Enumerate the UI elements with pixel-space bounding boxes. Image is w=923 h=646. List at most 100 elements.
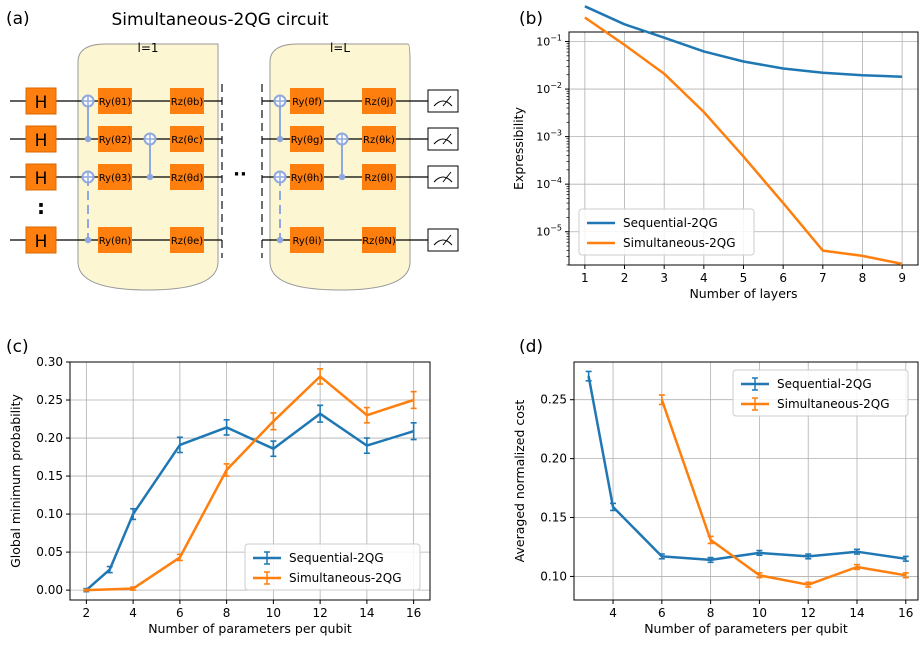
ry-gate: Ry(θ3) xyxy=(98,164,132,190)
x-tick-label: 14 xyxy=(359,606,374,620)
x-tick-label: 10 xyxy=(752,606,767,620)
rz-gate-label: Rz(θe) xyxy=(171,236,203,247)
hadamard-gate: H xyxy=(25,125,57,153)
ry-gate-label: Ry(θn) xyxy=(99,236,132,247)
series-line-simultaneous xyxy=(584,16,903,266)
measurement-meter-icon xyxy=(427,165,459,189)
measurement-meter-icon xyxy=(427,228,459,252)
legend-box xyxy=(578,208,755,256)
legend-label: Simultaneous-2QG xyxy=(623,236,736,250)
horizontal-ellipsis: ·· xyxy=(233,164,247,185)
x-tick-label: 6 xyxy=(176,606,184,620)
y-axis-label: Expressibility xyxy=(511,106,526,190)
layer-label-last: l=L xyxy=(330,41,350,55)
y-tick-label: 0.20 xyxy=(36,431,63,445)
legend-box xyxy=(732,369,909,417)
series-line-simultaneous xyxy=(86,375,414,592)
ry-gate: Ry(θ1) xyxy=(98,88,132,114)
x-tick-label: 2 xyxy=(83,606,91,620)
rz-gate: Rz(θb) xyxy=(170,88,204,114)
panel-label-a: (a) xyxy=(6,9,30,29)
averaged-cost-chart: 4 6 8 10 12 14 16 0.10 0.15 0.20 0.25 Number of par… xyxy=(512,361,919,636)
x-tick-label: 2 xyxy=(621,271,629,285)
x-axis-label: Number of layers xyxy=(689,286,797,301)
measurement-meter-icon xyxy=(427,127,459,151)
hadamard-gate: H xyxy=(25,226,57,254)
ry-gate: Ry(θ2) xyxy=(98,126,132,152)
ry-gate: Ry(θh) xyxy=(290,164,324,190)
y-tick-label: 0.00 xyxy=(36,583,63,597)
series-line-sequential xyxy=(584,5,903,78)
panel-label-d: (d) xyxy=(519,337,543,357)
x-tick-label: 1 xyxy=(581,271,589,285)
circuit-title: Simultaneous-2QG circuit xyxy=(111,10,328,30)
rz-gate: Rz(θN) xyxy=(362,227,396,253)
hadamard-label: H xyxy=(35,131,48,151)
x-tick-label: 4 xyxy=(700,271,708,285)
rz-gate-label: Rz(θl) xyxy=(365,173,394,184)
rz-gate-label: Rz(θd) xyxy=(171,173,204,184)
y-tick-label: 0.15 xyxy=(36,469,63,483)
y-axis-label: Global minimum probability xyxy=(8,393,23,567)
y-tick-label: 10−2 xyxy=(536,81,562,96)
hadamard-label: H xyxy=(35,169,48,189)
rz-gate: Rz(θl) xyxy=(362,164,396,190)
y-tick-label: 0.25 xyxy=(36,393,63,407)
y-tick-label: 10−1 xyxy=(536,34,562,49)
legend-label: Simultaneous-2QG xyxy=(777,397,890,411)
y-tick-label: 0.15 xyxy=(540,511,567,525)
legend-label: Sequential-2QG xyxy=(777,377,872,391)
x-tick-label: 16 xyxy=(898,606,913,620)
x-tick-label: 3 xyxy=(660,271,668,285)
x-tick-label: 8 xyxy=(223,606,231,620)
ry-gate: Ry(θf) xyxy=(290,88,324,114)
expressibility-chart: 1 2 3 4 5 6 7 8 9 10−5 10−4 10−3 10−2 10−1 Number of l… xyxy=(511,5,919,301)
x-tick-label: 6 xyxy=(658,606,666,620)
plot-frame xyxy=(573,361,919,601)
vertical-ellipsis: : xyxy=(37,195,45,219)
panel-label-c: (c) xyxy=(6,337,29,357)
rz-gate-label: Rz(θj) xyxy=(365,97,394,108)
rz-gate: Rz(θc) xyxy=(170,126,204,152)
y-axis-label: Averaged normalized cost xyxy=(512,400,527,563)
y-tick-label: 10−3 xyxy=(536,129,562,144)
x-tick-label: 12 xyxy=(312,606,327,620)
plot-frame xyxy=(69,361,431,601)
ry-gate-label: Ry(θi) xyxy=(292,236,321,247)
rz-gate-label: Rz(θc) xyxy=(171,135,203,146)
x-tick-label: 6 xyxy=(779,271,787,285)
rz-gate: Rz(θj) xyxy=(362,88,396,114)
ry-gate-label: Ry(θg) xyxy=(291,135,324,146)
x-axis-label: Number of parameters per qubit xyxy=(644,621,848,636)
y-tick-label: 0.10 xyxy=(36,507,63,521)
hadamard-label: H xyxy=(35,93,48,113)
legend-label: Simultaneous-2QG xyxy=(289,571,402,585)
hadamard-gate: H xyxy=(25,163,57,191)
rz-gate: Rz(θk) xyxy=(362,126,396,152)
ry-gate-label: Ry(θf) xyxy=(292,97,322,108)
rz-gate-label: Rz(θk) xyxy=(363,135,395,146)
x-axis-label: Number of parameters per qubit xyxy=(148,621,352,636)
cnot-symbols xyxy=(81,94,349,244)
ry-gate-label: Ry(θ3) xyxy=(99,173,132,184)
rz-gate: Rz(θe) xyxy=(170,227,204,253)
x-tick-label: 12 xyxy=(801,606,816,620)
rz-gate-label: Rz(θN) xyxy=(362,236,396,247)
x-tick-label: 16 xyxy=(406,606,421,620)
hadamard-label: H xyxy=(35,232,48,252)
ry-gate-label: Ry(θ2) xyxy=(99,135,132,146)
ry-gate: Ry(θn) xyxy=(98,227,132,253)
legend-label: Sequential-2QG xyxy=(623,216,718,230)
x-tick-label: 7 xyxy=(819,271,827,285)
x-tick-label: 8 xyxy=(859,271,867,285)
x-tick-label: 10 xyxy=(266,606,281,620)
legend-label: Sequential-2QG xyxy=(289,551,384,565)
y-tick-label: 0.25 xyxy=(540,393,567,407)
ry-gate: Ry(θg) xyxy=(290,126,324,152)
x-tick-label: 5 xyxy=(740,271,748,285)
y-tick-label: 0.10 xyxy=(540,569,567,583)
panel-label-b: (b) xyxy=(519,9,543,29)
hadamard-gate: H xyxy=(25,87,57,115)
x-tick-label: 14 xyxy=(849,606,864,620)
